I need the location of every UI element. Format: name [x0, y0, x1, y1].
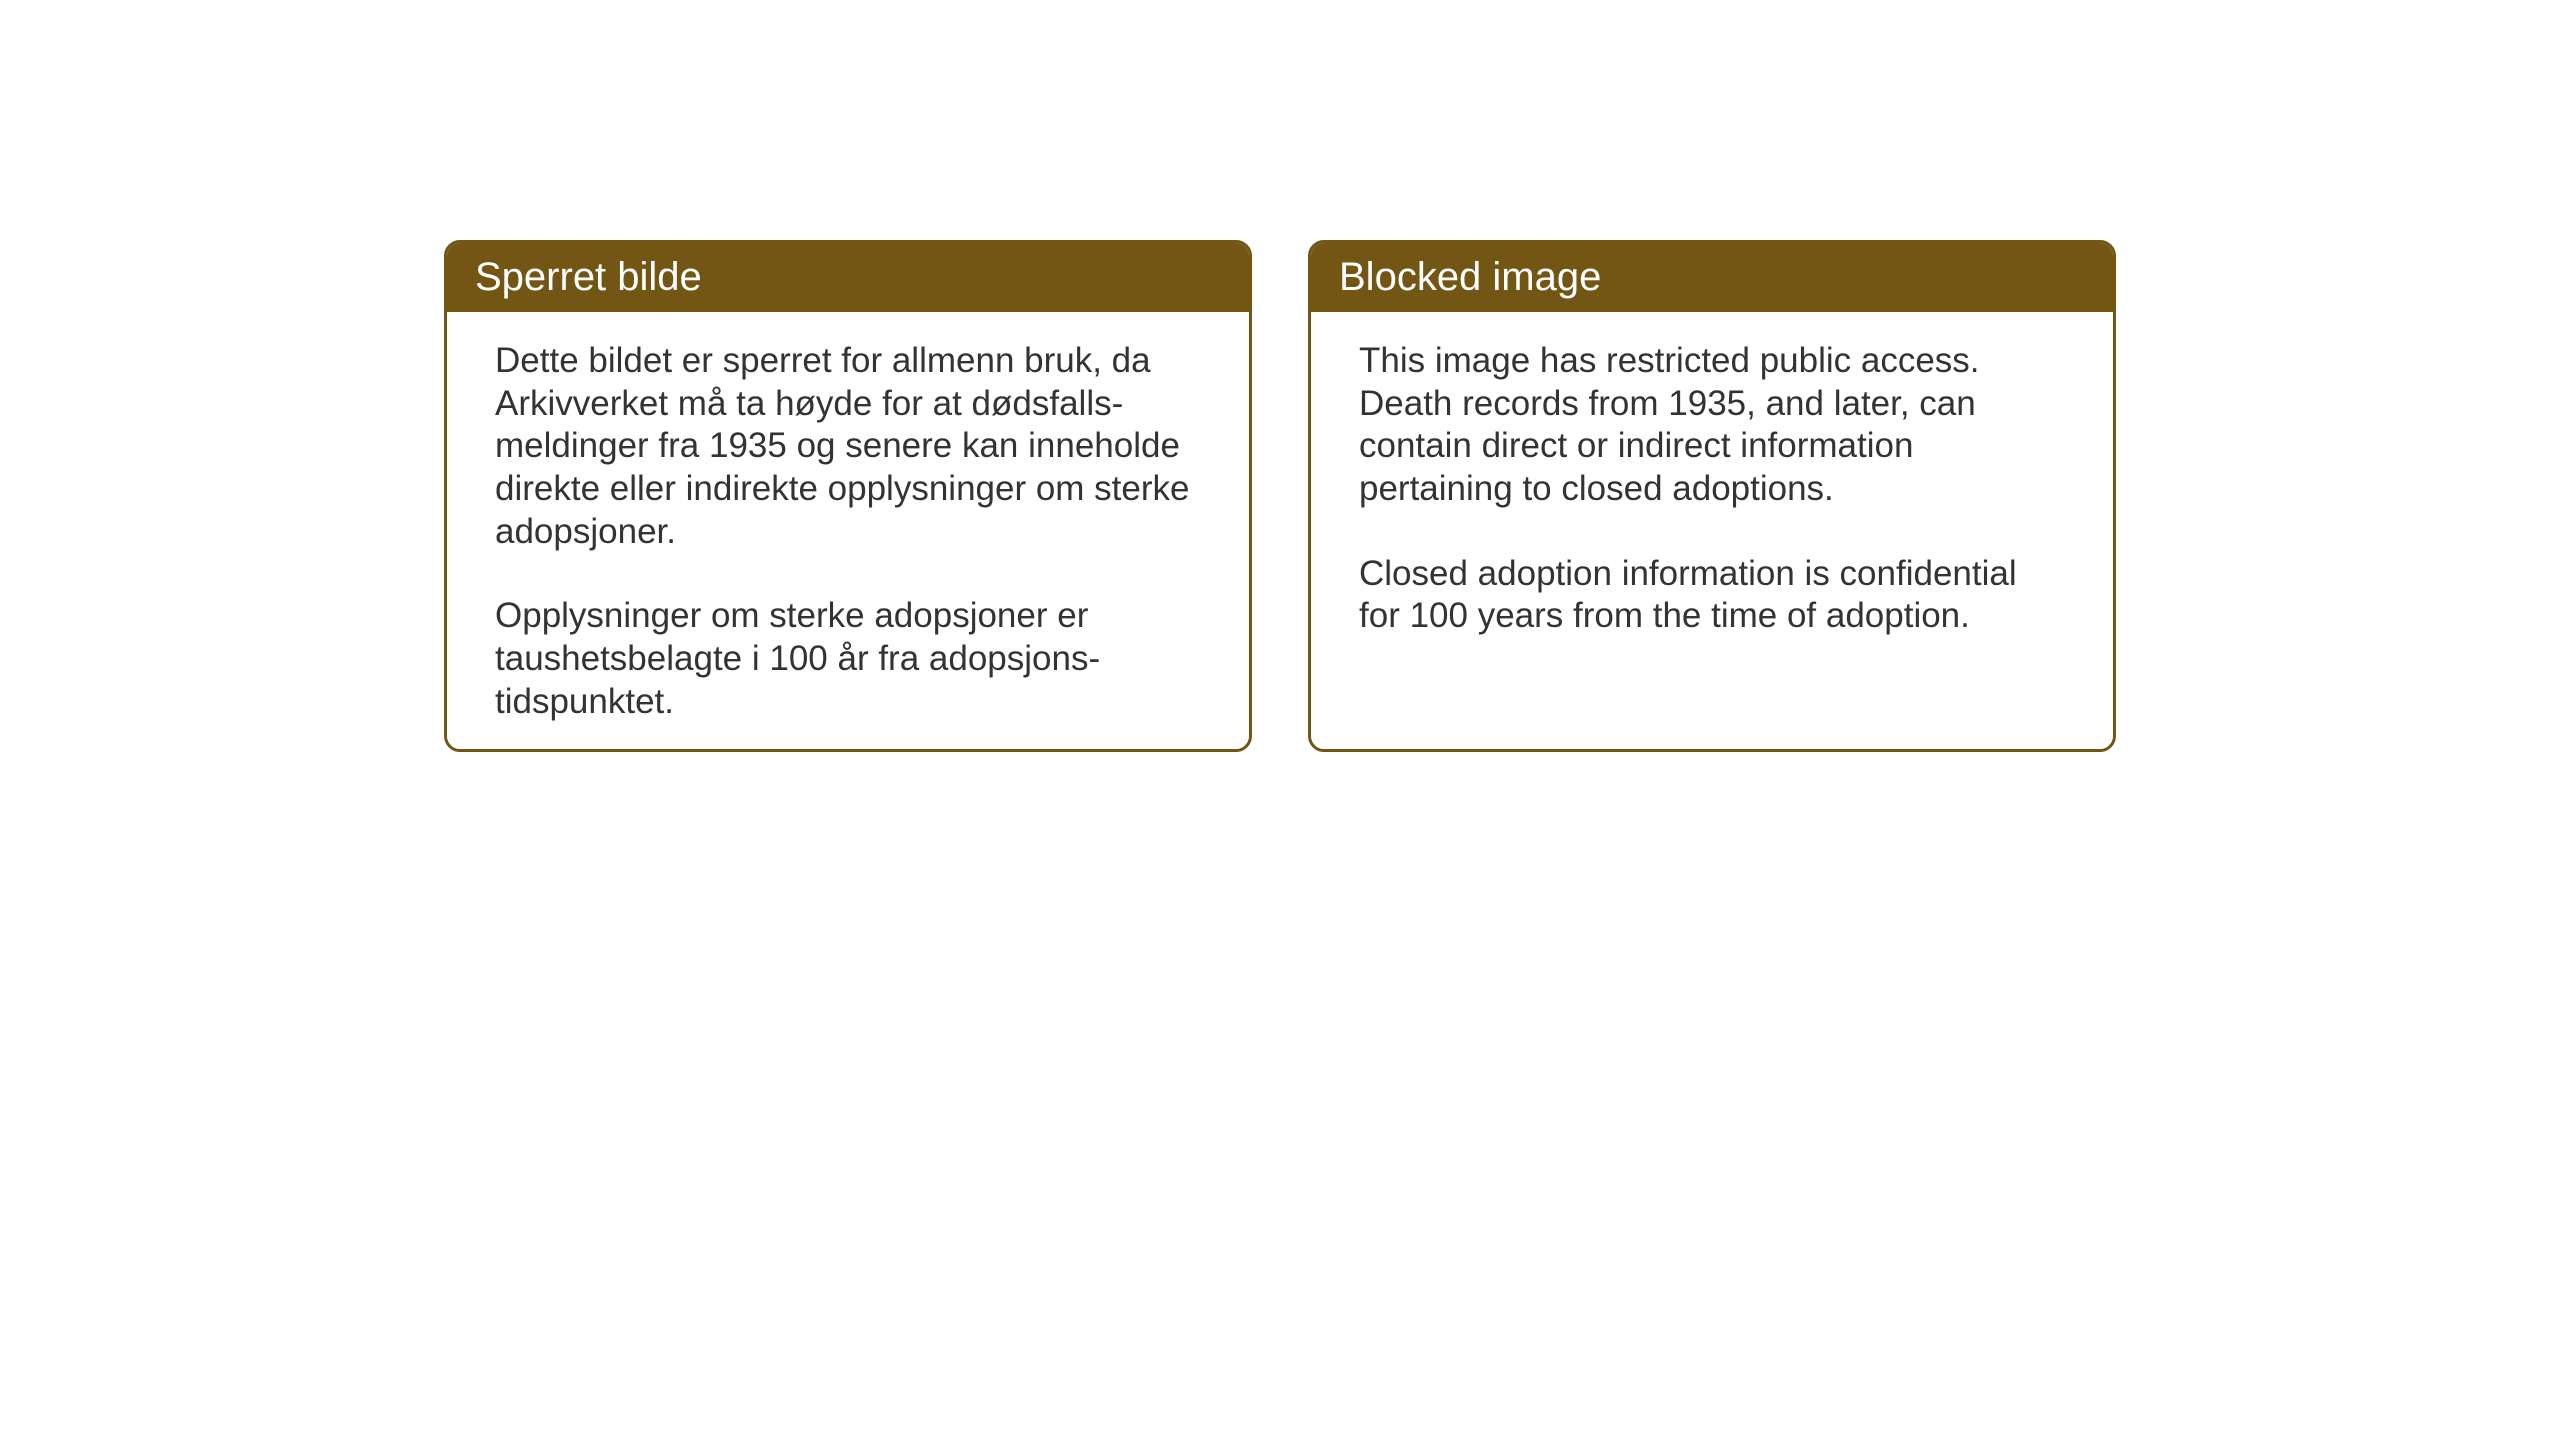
norwegian-card-title: Sperret bilde	[447, 243, 1249, 312]
notice-cards-container: Sperret bilde Dette bildet er sperret fo…	[444, 240, 2116, 1440]
english-para-2: Closed adoption information is confident…	[1359, 553, 2065, 638]
norwegian-card-body: Dette bildet er sperret for allmenn bruk…	[447, 312, 1249, 752]
norwegian-para-1: Dette bildet er sperret for allmenn bruk…	[495, 340, 1201, 553]
english-para-1: This image has restricted public access.…	[1359, 340, 2065, 511]
norwegian-para-2: Opplysninger om sterke adopsjoner er tau…	[495, 595, 1201, 723]
norwegian-notice-card: Sperret bilde Dette bildet er sperret fo…	[444, 240, 1252, 752]
english-card-title: Blocked image	[1311, 243, 2113, 312]
english-card-body: This image has restricted public access.…	[1311, 312, 2113, 666]
english-notice-card: Blocked image This image has restricted …	[1308, 240, 2116, 752]
